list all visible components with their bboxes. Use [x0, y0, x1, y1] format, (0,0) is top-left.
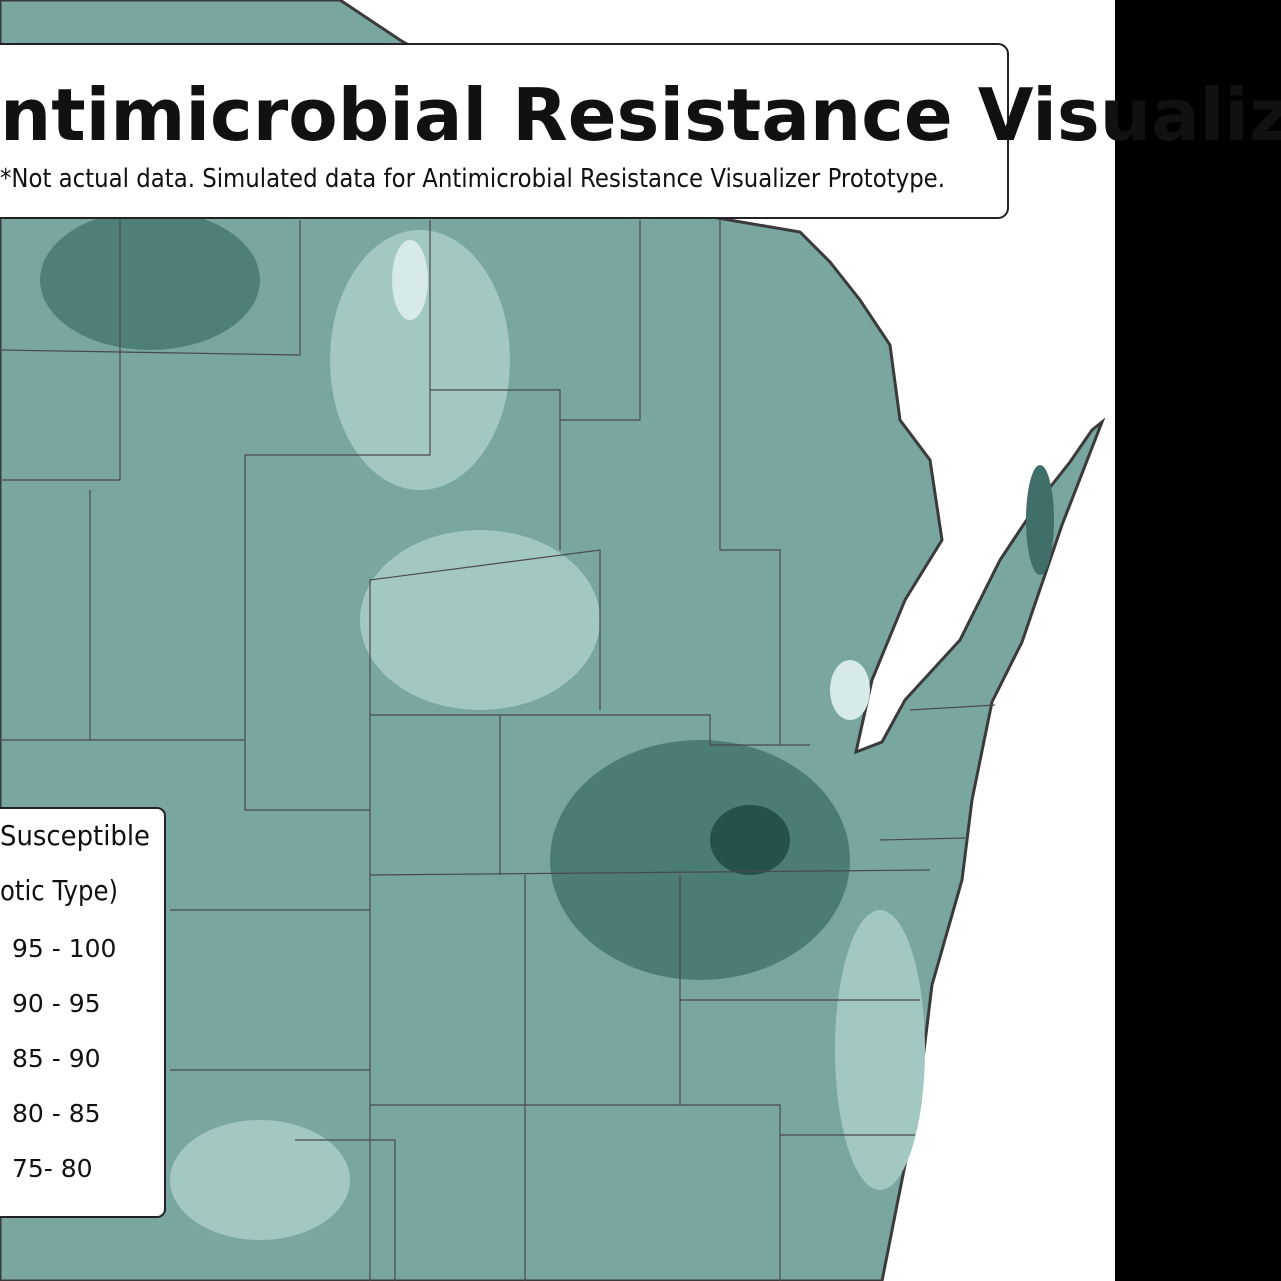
county-line [909, 704, 996, 711]
dark-region [550, 740, 850, 980]
county-line [0, 220, 121, 481]
darkest-region [710, 805, 790, 875]
legend-item: 85 - 90 [12, 1044, 101, 1073]
county-line [295, 1139, 396, 1281]
county-line [370, 714, 780, 746]
title: ntimicrobial Resistance Visualizer [0, 73, 1281, 157]
dark-region [40, 210, 260, 350]
legend-items: 95 - 100 90 - 95 85 - 90 80 - 85 75- 80 [12, 934, 116, 1183]
black-margin [1115, 0, 1281, 1281]
light-region [330, 230, 510, 490]
light-region [835, 910, 925, 1190]
county-lines [0, 220, 996, 1281]
light-region [360, 530, 600, 710]
legend-title: otic Type) [0, 874, 118, 907]
county-line [370, 1104, 781, 1281]
county-line [0, 220, 301, 356]
legend-item: 90 - 95 [12, 989, 101, 1018]
county-line [879, 837, 966, 841]
county-line [369, 869, 931, 876]
lightest-region [830, 660, 870, 720]
legend-item: 75- 80 [12, 1154, 93, 1183]
legend-title: Susceptible [0, 819, 150, 852]
shading [40, 210, 1054, 1240]
legend-item: 80 - 85 [12, 1099, 101, 1128]
lightest-region [392, 240, 428, 320]
legend-item: 95 - 100 [12, 934, 116, 963]
county-line [245, 220, 431, 456]
county-line [244, 455, 601, 811]
county-line [719, 220, 810, 746]
dark-region [1026, 465, 1054, 575]
subtitle: *Not actual data. Simulated data for Ant… [0, 164, 945, 194]
title-box [0, 43, 1009, 219]
light-region [170, 1120, 350, 1240]
legend-box [0, 807, 166, 1218]
